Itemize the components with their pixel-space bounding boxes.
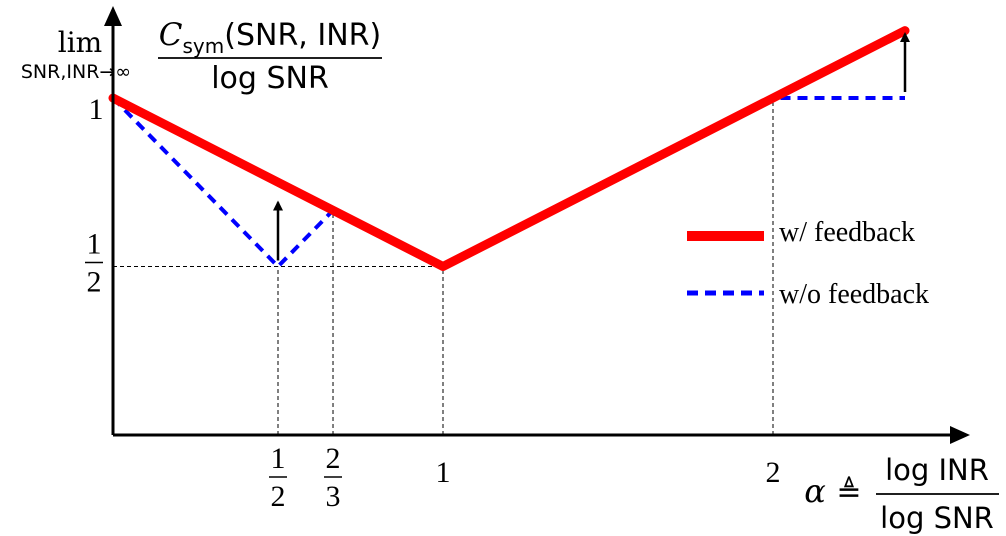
x-tick-numerator: 2 [326,442,341,475]
x-label-defeq: ≜ [836,475,861,510]
x-label-alpha: α [804,472,826,510]
x-tick-label: 1 [436,456,451,489]
tick-labels: 1 2 2 3 1 2 1 1 2 [85,93,781,513]
y-label-numerator: Csym(SNR, INR) [159,17,381,58]
x-tick-denominator: 3 [326,480,341,513]
axes [104,6,970,444]
y-tick-numerator: 1 [87,228,102,261]
improvement-arrows [273,32,910,261]
y-label-lim-sub: SNR,INR→∞ [21,61,131,83]
x-axis-label: α ≜ log INR log SNR [804,453,999,535]
x-tick-numerator: 1 [271,442,286,475]
legend-label-without-feedback: w/o feedback [779,279,929,310]
y-tick-denominator: 2 [87,266,102,299]
series-line-with-feedback [108,26,910,271]
x-tick-denominator: 2 [271,480,286,513]
y-label-lim: lim [58,26,102,59]
y-label-denominator: log SNR [211,61,329,96]
y-axis-arrowhead [104,6,122,26]
series-layer [108,26,910,271]
legend-label-with-feedback: w/ feedback [779,217,915,248]
y-tick-label: 1 [89,93,104,126]
x-label-numerator: log INR [885,453,989,487]
x-label-denominator: log SNR [880,501,994,535]
x-axis-arrowhead [950,426,970,444]
guide-lines [113,98,774,435]
legend: w/ feedback w/o feedback [687,217,929,310]
y-axis-label: lim SNR,INR→∞ Csym(SNR, INR) log SNR [21,17,382,96]
x-tick-label: 2 [766,456,781,489]
